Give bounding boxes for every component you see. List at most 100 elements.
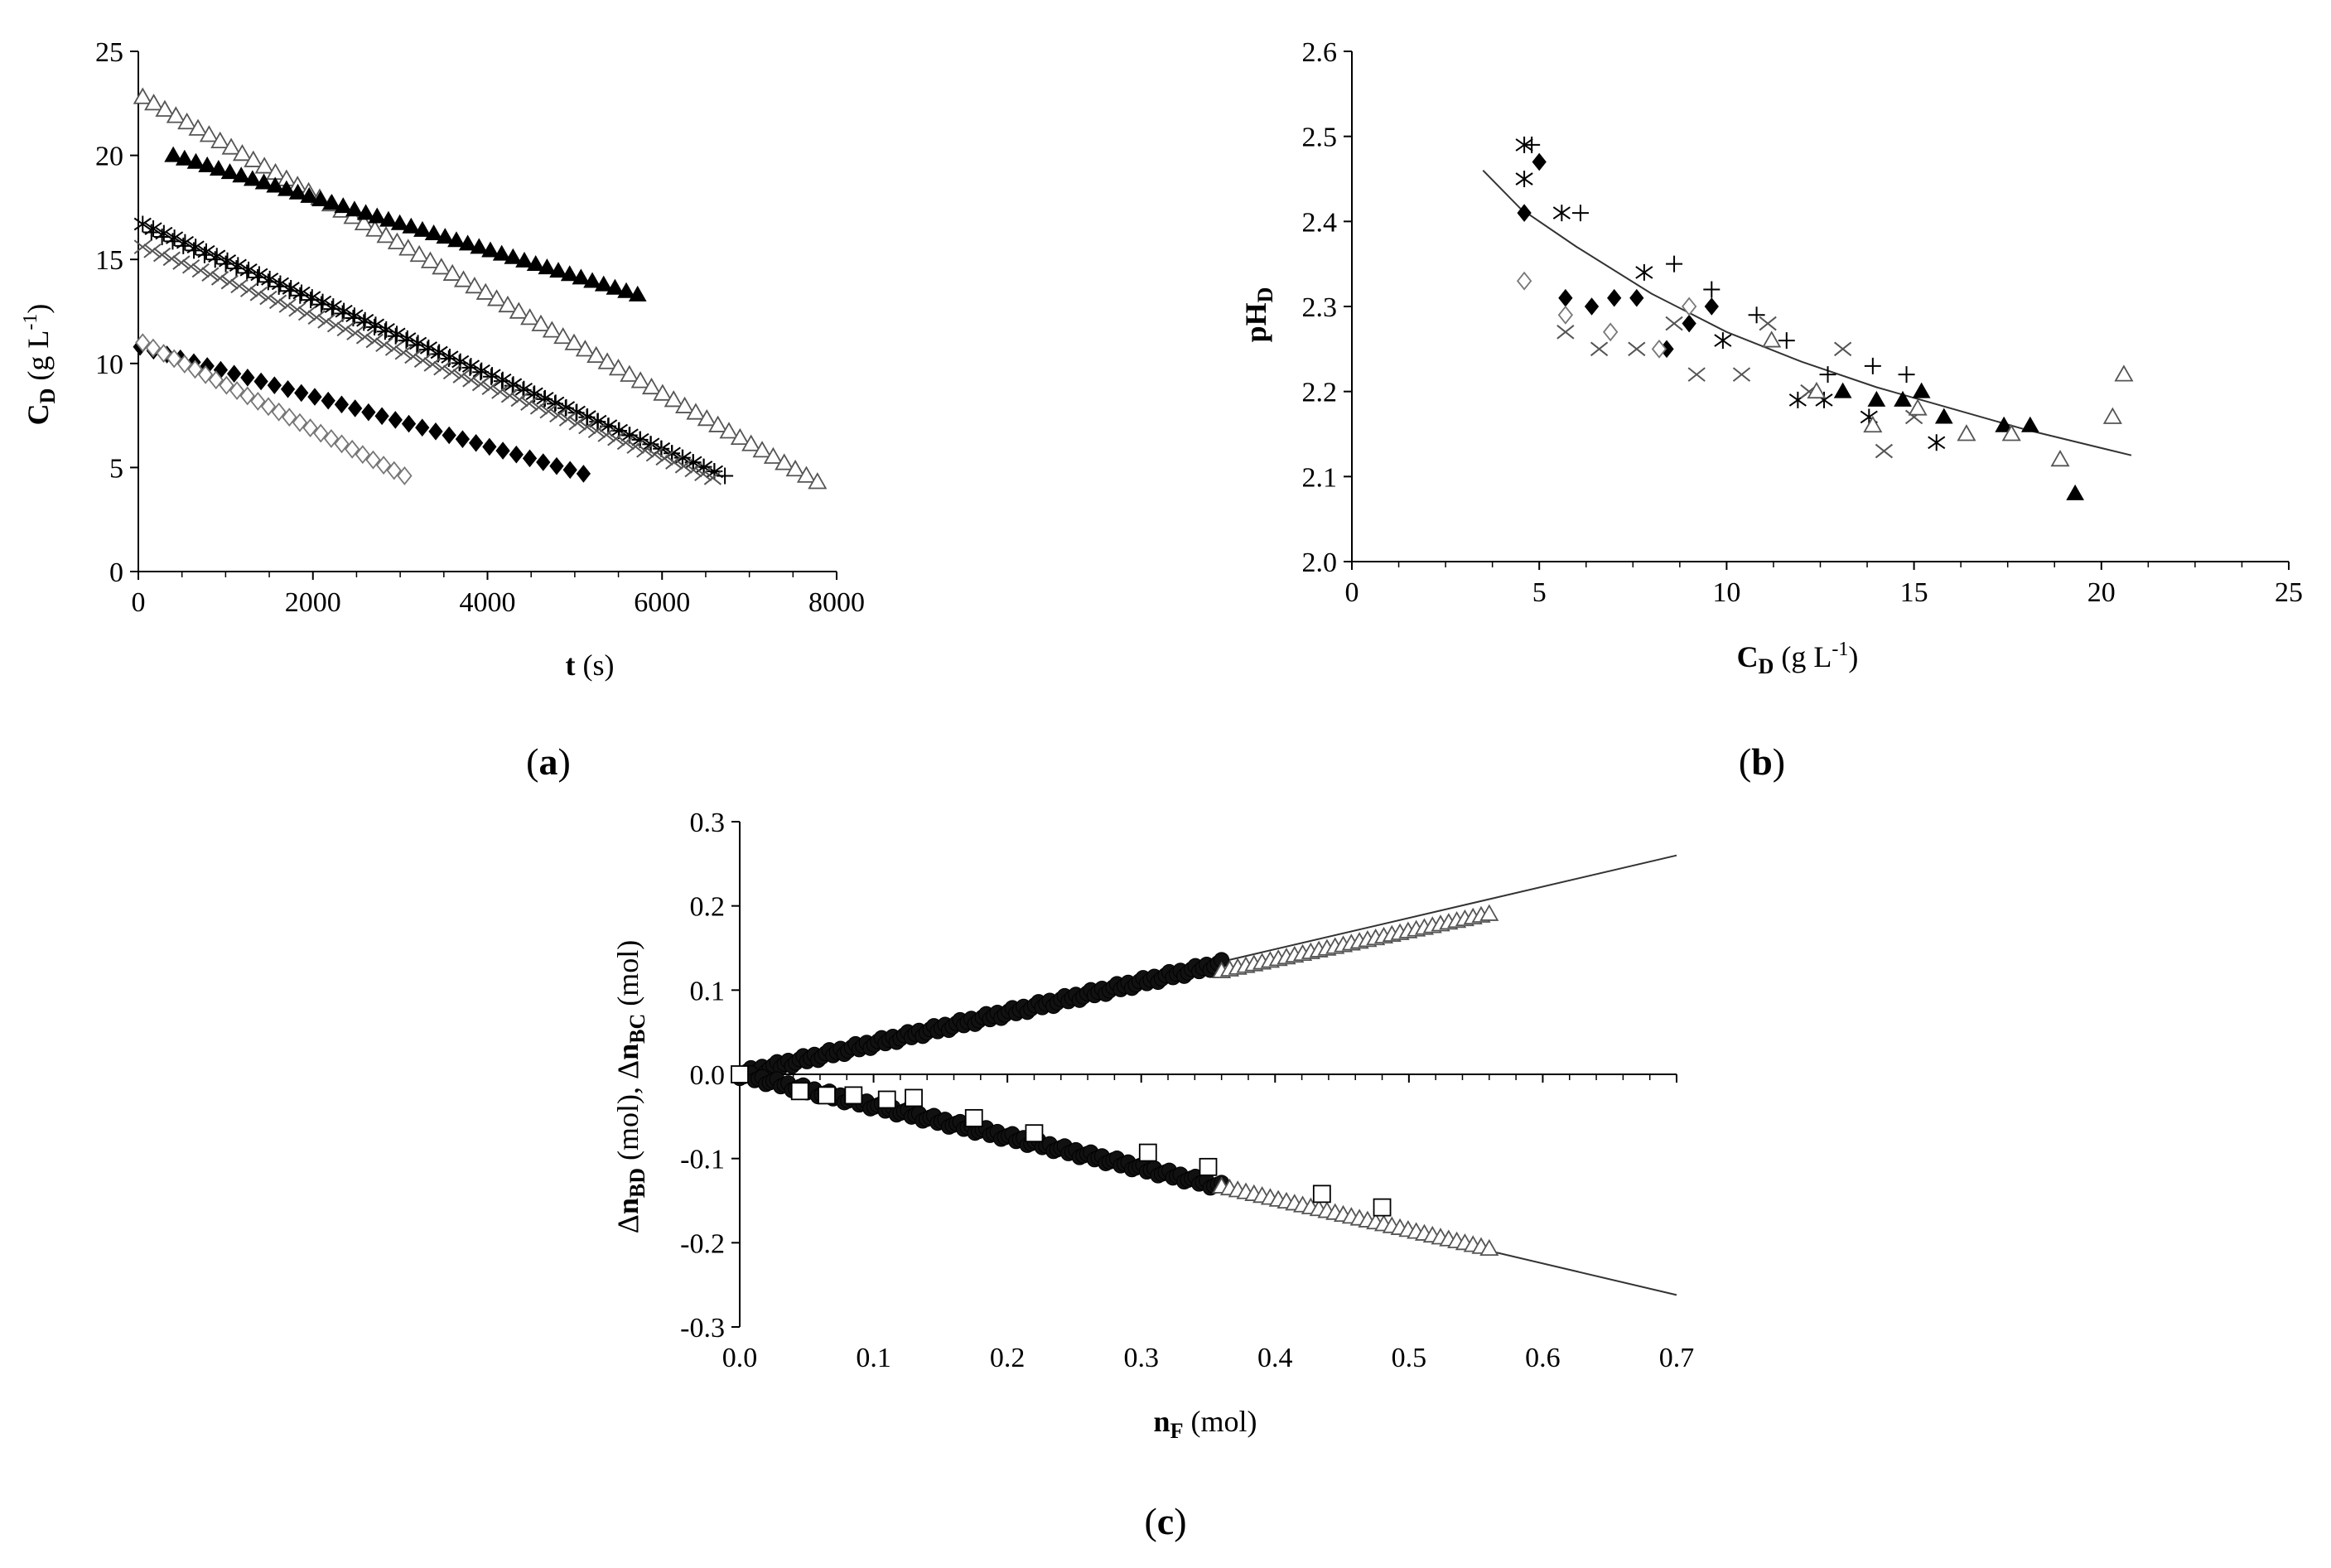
data-point — [549, 456, 564, 475]
data-point — [674, 459, 693, 474]
y-tick-label: 25 — [95, 37, 123, 68]
data-point — [176, 234, 194, 251]
data-point — [1557, 305, 1574, 325]
data-point — [1312, 1184, 1331, 1204]
data-point — [1523, 136, 1541, 153]
data-point — [254, 157, 274, 174]
data-point — [741, 434, 761, 451]
data-point — [144, 220, 162, 238]
data-point — [133, 215, 152, 233]
x-tick-label: 10 — [1712, 577, 1740, 608]
panel-b-xticks: 0 5 10 15 20 25 — [1345, 562, 2303, 608]
data-point — [209, 160, 228, 176]
data-point — [500, 388, 519, 403]
data-point — [334, 434, 350, 454]
data-point — [230, 278, 249, 294]
data-point — [1517, 204, 1532, 222]
data-point — [259, 290, 278, 306]
data-point — [219, 375, 234, 395]
data-point — [1894, 390, 1912, 407]
data-point — [388, 326, 406, 343]
data-point — [564, 333, 584, 350]
data-point — [594, 275, 613, 292]
data-point — [336, 321, 355, 337]
data-point — [763, 446, 783, 464]
data-point — [322, 194, 341, 210]
data-point — [361, 403, 376, 422]
data-point — [1819, 366, 1836, 384]
data-point — [267, 376, 282, 394]
data-point — [1138, 1143, 1157, 1162]
data-point — [597, 427, 615, 442]
data-point — [323, 428, 340, 448]
data-point — [345, 307, 364, 325]
data-point — [1912, 382, 1931, 398]
data-point — [455, 430, 471, 448]
data-point — [719, 422, 739, 439]
y-tick-label: 0.1 — [690, 976, 726, 1006]
data-point — [334, 197, 353, 214]
data-point — [877, 1090, 896, 1109]
data-point — [300, 186, 319, 203]
data-point — [844, 1086, 863, 1105]
data-point — [181, 258, 200, 274]
data-point — [423, 357, 442, 372]
data-point — [162, 251, 181, 267]
data-point — [155, 99, 175, 117]
y-tick-label: 2.6 — [1302, 37, 1338, 68]
data-point — [345, 439, 360, 459]
data-point — [447, 231, 466, 248]
data-point — [529, 400, 548, 415]
data-point — [145, 338, 162, 358]
data-point — [394, 345, 413, 360]
data-point — [684, 462, 702, 478]
data-point — [697, 408, 717, 427]
data-point — [386, 461, 402, 480]
data-point — [1571, 205, 1589, 222]
panel-c-xticks: 0.0 0.1 0.2 0.3 0.4 0.5 0.6 0.7 — [722, 1074, 1694, 1373]
data-point — [346, 326, 364, 340]
panel-c-chart: 0.0 0.1 0.2 0.3 0.4 0.5 0.6 0.7 -0.3-0.2-0.10.0… — [611, 808, 1694, 1542]
x-tick-label: 0.2 — [990, 1343, 1026, 1373]
data-point — [278, 298, 297, 313]
data-point — [221, 138, 241, 155]
data-point — [482, 437, 497, 456]
data-point — [442, 426, 456, 445]
data-point — [494, 371, 512, 388]
data-point — [576, 465, 591, 483]
data-point — [536, 389, 554, 407]
panel-b-axes — [1351, 51, 2289, 562]
data-point — [636, 443, 654, 458]
data-point — [324, 298, 342, 316]
y-tick-label: 15 — [95, 245, 123, 276]
data-point — [1687, 367, 1706, 382]
data-point — [1934, 408, 1953, 424]
panel-c-fit — [739, 854, 1677, 1296]
data-point — [481, 380, 499, 396]
panel-c-axes — [739, 822, 1677, 1327]
data-point — [143, 244, 162, 258]
data-point — [387, 327, 404, 345]
data-point — [1834, 341, 1852, 357]
data-point — [198, 156, 217, 172]
data-point — [1552, 205, 1571, 222]
data-point — [366, 316, 385, 334]
x-tick-label: 15 — [1900, 577, 1928, 608]
y-tick-label: 0.0 — [690, 1060, 726, 1091]
data-point — [199, 125, 219, 142]
panel-c-label: (c) — [1144, 1500, 1186, 1542]
data-point — [307, 310, 326, 325]
data-point — [430, 344, 448, 361]
data-point — [504, 248, 523, 264]
data-point — [1995, 416, 2014, 432]
panel-a-y-axis-label: CD (g L-1) — [20, 304, 60, 426]
data-point — [531, 314, 551, 331]
data-point — [208, 248, 226, 265]
data-point — [239, 261, 258, 278]
x-tick-label: 5 — [1532, 577, 1547, 608]
data-point — [538, 258, 557, 275]
data-point — [616, 435, 635, 451]
data-point — [568, 416, 586, 431]
data-point — [355, 445, 370, 465]
data-point — [2102, 407, 2122, 424]
